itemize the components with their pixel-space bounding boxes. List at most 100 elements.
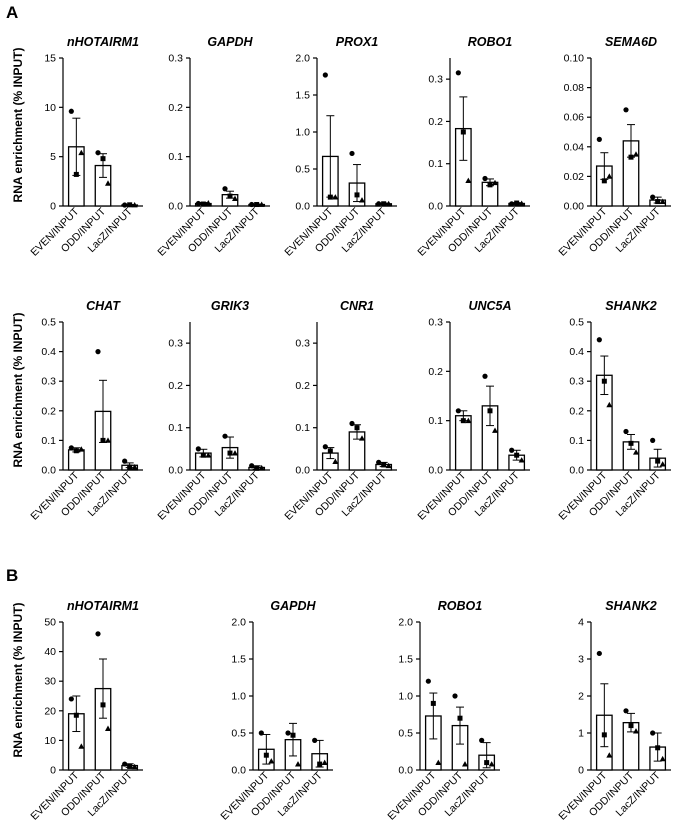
data-point	[488, 761, 495, 767]
data-point	[222, 433, 228, 439]
data-point	[518, 457, 525, 463]
data-point	[601, 378, 607, 384]
chart-title: GRIK3	[211, 299, 249, 313]
y-tick-label: 0.5	[41, 317, 56, 329]
chart-1: nHOTAIRM1051015EVEN/INPUTODD/INPUTLacZ/I…	[28, 35, 143, 259]
y-tick-label: 2.0	[295, 53, 310, 65]
data-point	[327, 194, 333, 200]
data-point	[290, 732, 296, 738]
data-point	[254, 202, 260, 208]
data-point	[492, 179, 498, 186]
y-tick-label: 0.3	[428, 317, 443, 329]
data-point	[425, 678, 431, 684]
data-point	[606, 173, 613, 179]
chart-title: UNC5A	[468, 299, 511, 313]
chart-title: SHANK2	[605, 299, 656, 313]
data-point	[518, 200, 525, 206]
y-tick-label: 0.0	[41, 465, 56, 477]
data-point	[487, 408, 493, 414]
chart-title: SHANK2	[605, 599, 656, 613]
charts-layer: nHOTAIRM1051015EVEN/INPUTODD/INPUTLacZ/I…	[28, 35, 671, 823]
y-tick-label: 3	[578, 654, 584, 666]
data-point	[430, 700, 436, 706]
data-point	[650, 194, 656, 200]
data-point	[232, 450, 238, 456]
y-tick-label: 1.0	[398, 691, 413, 703]
data-point	[376, 459, 382, 465]
data-point	[327, 448, 333, 454]
chart-12: GAPDH0.00.51.01.52.0EVEN/INPUTODD/INPUTL…	[218, 599, 333, 823]
chart-8: CNR10.00.10.20.3EVEN/INPUTODD/INPUTLacZ/…	[282, 299, 397, 523]
data-point	[484, 760, 490, 766]
chart-6: CHAT0.00.10.20.30.40.5EVEN/INPUTODD/INPU…	[28, 299, 143, 523]
y-tick-label: 0.3	[569, 376, 584, 388]
y-tick-label: 0.0	[231, 765, 246, 777]
data-point	[95, 150, 101, 156]
chart-7: GRIK30.00.10.20.3EVEN/INPUTODD/INPUTLacZ…	[155, 299, 270, 523]
data-point	[295, 761, 301, 767]
data-point	[258, 464, 265, 471]
data-point	[332, 194, 339, 200]
chart-3: PROX10.00.51.01.52.0EVEN/INPUTODD/INPUTL…	[282, 35, 397, 259]
y-tick-label: 0.0	[428, 465, 443, 477]
data-point	[317, 761, 323, 767]
data-point	[68, 696, 74, 702]
data-point	[381, 462, 387, 468]
bar	[454, 415, 472, 471]
y-tick-label: 0.04	[564, 141, 585, 153]
y-tick-label: 1.0	[231, 691, 246, 703]
y-tick-label: 0	[50, 201, 56, 213]
y-tick-label: 20	[44, 705, 56, 717]
y-tick-label: 0.06	[564, 112, 585, 124]
y-tick-label: 30	[44, 676, 56, 688]
data-point	[509, 201, 515, 207]
data-point	[127, 202, 133, 208]
y-tick-label: 2.0	[231, 617, 246, 629]
y-tick-label: 0.1	[168, 422, 183, 434]
data-point	[479, 737, 485, 744]
chart-title: GAPDH	[270, 599, 316, 613]
y-tick-label: 0.4	[41, 346, 56, 358]
data-point	[359, 197, 365, 203]
y-tick-label: 0.0	[398, 765, 413, 777]
data-point	[195, 446, 201, 452]
data-point	[455, 408, 461, 414]
data-point	[249, 463, 255, 469]
data-point	[232, 195, 238, 201]
y-tick-label: 0.5	[569, 317, 584, 329]
data-point	[596, 337, 602, 343]
data-point	[650, 437, 656, 443]
data-point	[601, 732, 607, 738]
data-point	[73, 171, 79, 177]
y-tick-label: 0	[578, 765, 584, 777]
chart-title: ROBO1	[438, 599, 483, 613]
data-point	[628, 440, 634, 446]
data-point	[68, 108, 74, 114]
chart-title: nHOTAIRM1	[67, 35, 139, 49]
data-point	[623, 708, 629, 714]
data-point	[359, 435, 365, 441]
y-tick-label: 2	[578, 691, 584, 703]
data-point	[321, 759, 328, 765]
y-tick-label: 0.5	[231, 728, 246, 740]
data-point	[492, 427, 498, 433]
data-point	[659, 198, 666, 204]
data-point	[100, 156, 106, 162]
y-tick-label: 0.1	[295, 422, 310, 434]
y-tick-label: 0.4	[569, 346, 584, 358]
y-tick-label: 0.1	[569, 435, 584, 447]
data-point	[222, 186, 228, 192]
data-point	[100, 702, 106, 708]
data-point	[131, 763, 138, 770]
data-point	[122, 458, 128, 464]
chart-11: nHOTAIRM101020304050EVEN/INPUTODD/INPUTL…	[28, 599, 143, 823]
y-tick-label: 0.2	[428, 366, 443, 378]
data-point	[127, 763, 133, 769]
data-point	[457, 715, 463, 721]
chart-9: UNC5A0.00.10.20.3EVEN/INPUTODD/INPUTLacZ…	[415, 299, 530, 523]
chart-13: ROBO10.00.51.01.52.0EVEN/INPUTODD/INPUTL…	[385, 599, 500, 823]
data-point	[285, 730, 291, 736]
data-point	[659, 755, 666, 762]
chart-title: CHAT	[86, 299, 121, 313]
